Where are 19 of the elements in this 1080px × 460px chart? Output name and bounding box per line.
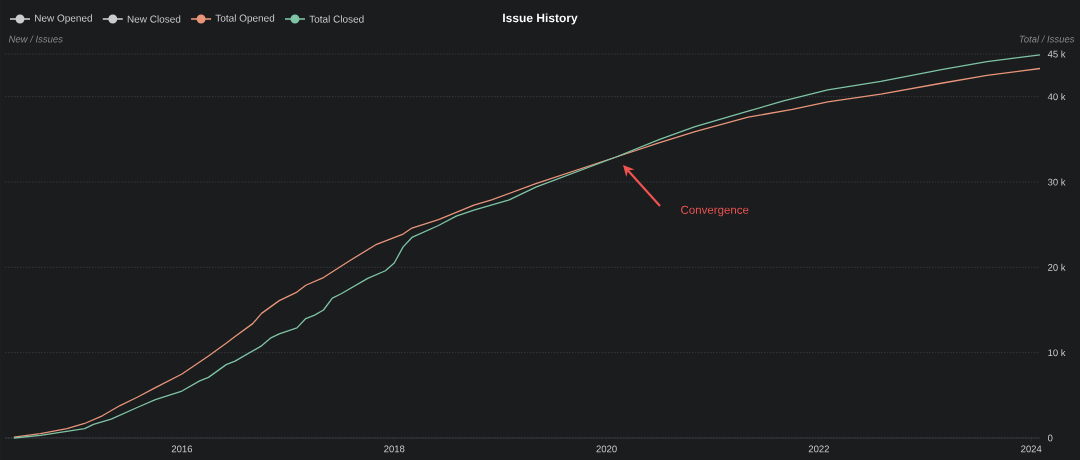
y2-tick-label: 30 k [1047,178,1066,186]
y2-tick-label: 0 [1047,434,1053,442]
legend-label: Total Closed [309,15,364,23]
annotation: Convergence [681,205,749,217]
legend-label: Total Opened [215,14,275,24]
y-axis-title: New / Issues [8,35,63,43]
y2-axis-title: Total / Issues [1019,35,1075,43]
y2-tick-label: 40 k [1047,93,1066,101]
y2-tick-label: 10 k [1048,349,1066,357]
y2-tick-label: 20 k [1048,263,1066,271]
chart-title: Issue History [503,13,578,25]
legend-label: New Closed [127,15,181,23]
x-tick-label: 2022 [808,445,829,453]
x-tick-label: 2018 [384,445,405,453]
legend-label: New Opened [35,14,92,24]
x-tick-label: 2020 [596,445,617,453]
x-tick-label: 2024 [1021,445,1042,453]
x-tick-label: 2016 [171,445,193,453]
y2-tick-label: 45 k [1047,50,1066,58]
